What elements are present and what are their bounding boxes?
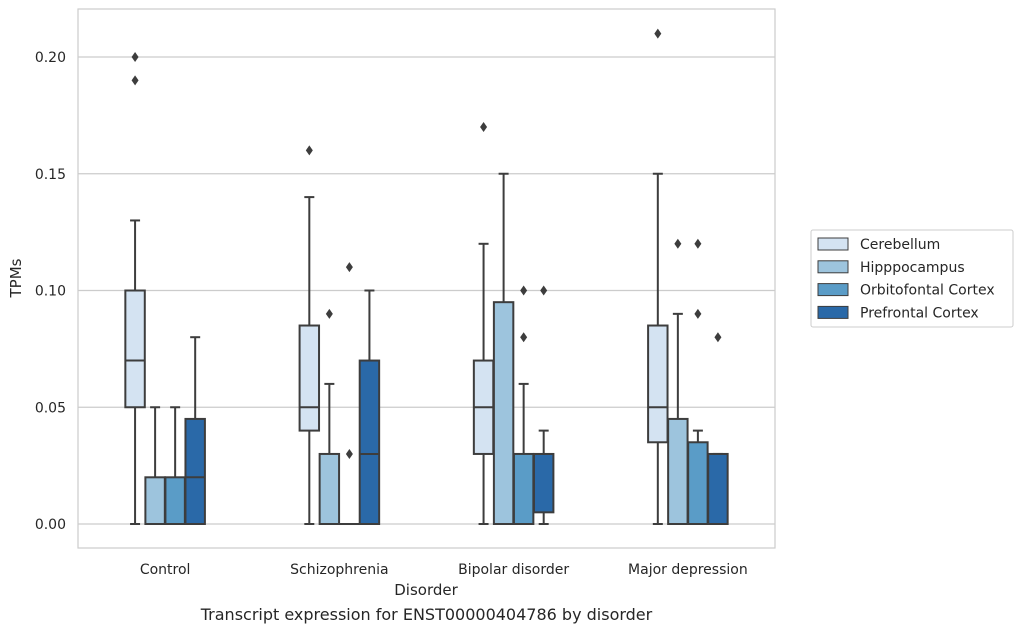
box-iqr xyxy=(512,452,535,526)
box-group xyxy=(687,238,709,525)
legend-frame xyxy=(810,229,1014,328)
outlier-marker xyxy=(694,238,702,249)
legend-swatch xyxy=(817,305,849,319)
box-iqr xyxy=(687,441,709,525)
box-iqr xyxy=(184,417,206,525)
legend-swatch xyxy=(817,260,849,274)
legend-label: Hipppocampus xyxy=(860,260,965,276)
x-tick-label: Bipolar disorder xyxy=(458,562,569,578)
box-group xyxy=(124,52,146,525)
box-iqr xyxy=(667,417,689,525)
box-group xyxy=(164,406,186,525)
box-group xyxy=(492,172,515,525)
box-group xyxy=(532,285,555,525)
y-tick-label: 0.05 xyxy=(35,400,66,416)
y-axis-label: TPMs xyxy=(7,258,25,298)
box-iqr xyxy=(298,324,321,432)
y-tick-labels: 0.00 0.05 0.10 0.15 0.20 xyxy=(35,50,66,533)
x-tick-labels: Control Schizophrenia Bipolar disorder Majo… xyxy=(140,562,748,578)
box-group xyxy=(512,285,535,526)
box-iqr xyxy=(532,452,555,514)
legend-swatch xyxy=(817,237,849,251)
y-tick-label: 0.20 xyxy=(35,50,66,66)
box-group xyxy=(338,262,361,526)
outlier-marker xyxy=(325,308,333,319)
outlier-marker xyxy=(131,75,139,86)
legend-label: Orbitofontal Cortex xyxy=(860,283,995,299)
outlier-marker xyxy=(520,332,528,343)
box-group xyxy=(472,122,495,525)
outlier-marker xyxy=(540,285,548,296)
outlier-marker xyxy=(654,28,662,39)
x-axis-label: Disorder xyxy=(394,581,458,599)
outlier-marker xyxy=(305,145,313,156)
outlier-marker xyxy=(694,308,702,319)
box-iqr xyxy=(318,452,341,526)
figure-caption: Transcript expression for ENST0000040478… xyxy=(200,605,653,624)
y-tick-label: 0.00 xyxy=(35,517,66,533)
outlier-marker xyxy=(131,52,139,62)
box-group xyxy=(647,28,669,525)
legend-label: Cerebellum xyxy=(860,237,940,253)
box-iqr xyxy=(707,452,729,526)
box-group xyxy=(707,332,729,526)
box-iqr xyxy=(358,359,381,525)
x-tick-label: Major depression xyxy=(628,562,748,578)
box-iqr xyxy=(492,301,515,525)
box-group xyxy=(358,289,381,525)
boxes xyxy=(124,28,729,526)
outlier-marker xyxy=(345,262,353,273)
x-tick-label: Control xyxy=(140,562,191,578)
plot-frame xyxy=(77,8,776,549)
box-iqr xyxy=(124,289,146,409)
box-group xyxy=(318,308,341,526)
outlier-marker xyxy=(520,285,528,296)
y-tick-label: 0.15 xyxy=(35,167,66,183)
legend: Cerebellum Hipppocampus Orbitofontal Corte… xyxy=(810,229,1014,328)
y-tick-label: 0.10 xyxy=(35,284,66,300)
outlier-marker xyxy=(480,122,488,133)
x-tick-label: Schizophrenia xyxy=(290,562,388,578)
box-group xyxy=(144,406,166,525)
outlier-marker xyxy=(674,238,682,249)
box-group xyxy=(298,145,321,525)
outlier-marker xyxy=(714,332,722,343)
box-group xyxy=(667,238,689,525)
box-iqr xyxy=(164,476,186,525)
box-group xyxy=(184,336,206,525)
legend-swatch xyxy=(817,283,849,297)
box-iqr xyxy=(647,324,669,444)
box-iqr xyxy=(144,476,166,525)
legend-label: Prefrontal Cortex xyxy=(860,305,979,321)
outlier-marker xyxy=(345,448,353,459)
